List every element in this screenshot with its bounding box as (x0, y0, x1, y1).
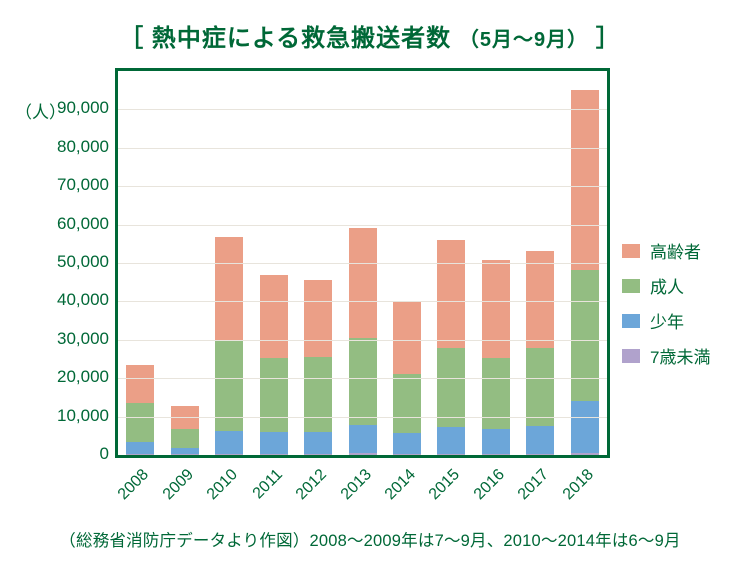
x-tick-label: 2016 (468, 466, 509, 507)
bar-segment-adult (171, 429, 199, 448)
x-tick-label: 2008 (112, 466, 153, 507)
bar-segment-under7 (393, 454, 421, 455)
legend-swatch (622, 314, 640, 328)
bar-segment-under7 (171, 454, 199, 455)
chart-title: ［ 熱中症による救急搬送者数 （5月～9月） ］ (0, 18, 740, 53)
x-tick-label: 2015 (423, 466, 464, 507)
bar-segment-elderly (571, 90, 599, 270)
legend-item: 7歳未満 (622, 343, 710, 368)
legend-swatch (622, 244, 640, 258)
bar-segment-youth (260, 432, 288, 454)
bar-segment-adult (526, 348, 554, 426)
page-root: ［ 熱中症による救急搬送者数 （5月～9月） ］ （人） 010,00020,0… (0, 0, 740, 565)
y-tick-label: 90,000 (49, 98, 109, 118)
y-tick-label: 10,000 (49, 406, 109, 426)
bar-segment-youth (482, 429, 510, 454)
title-main: ［ 熱中症による救急搬送者数 (119, 25, 451, 52)
plot-area (115, 68, 610, 458)
grid-line (118, 417, 607, 418)
x-tick-label: 2017 (512, 466, 553, 507)
bar-segment-elderly (304, 280, 332, 357)
bar-segment-elderly (526, 251, 554, 348)
bar-segment-adult (126, 403, 154, 442)
x-tick-label: 2012 (290, 466, 331, 507)
bar-segment-youth (171, 448, 199, 455)
bar-segment-adult (304, 357, 332, 432)
grid-line (118, 263, 607, 264)
x-tick-label: 2014 (379, 466, 420, 507)
legend-label: 少年 (650, 308, 684, 333)
footnote: （総務省消防庁データより作図）2008～2009年は7～9月、2010～2014… (0, 527, 740, 551)
bar-segment-elderly (260, 275, 288, 358)
bar-segment-elderly (482, 260, 510, 358)
y-tick-label: 0 (49, 444, 109, 464)
bar-segment-adult (482, 358, 510, 429)
bar-segment-elderly (126, 365, 154, 403)
x-tick-label: 2011 (245, 466, 286, 507)
bar-segment-under7 (571, 453, 599, 455)
bar-segment-elderly (215, 237, 243, 340)
y-tick-label: 70,000 (49, 175, 109, 195)
grid-line (118, 109, 607, 110)
bar-segment-adult (260, 358, 288, 431)
legend: 高齢者成人少年 7歳未満 (622, 238, 710, 378)
y-tick-label: 30,000 (49, 329, 109, 349)
legend-item: 少年 (622, 308, 710, 333)
y-tick-label: 50,000 (49, 252, 109, 272)
bar-segment-elderly (349, 228, 377, 337)
y-tick-label: 40,000 (49, 290, 109, 310)
bar-segment-youth (304, 432, 332, 454)
bar-segment-youth (393, 433, 421, 454)
bar-segment-under7 (304, 454, 332, 455)
legend-item: 高齢者 (622, 238, 710, 263)
bar-segment-youth (437, 427, 465, 454)
legend-label: 高齢者 (650, 238, 701, 263)
legend-label: 7歳未満 (650, 343, 710, 368)
bar-segment-youth (126, 442, 154, 454)
bar-segment-adult (393, 374, 421, 434)
legend-item: 成人 (622, 273, 710, 298)
bar-segment-elderly (393, 301, 421, 373)
bar-segment-adult (349, 338, 377, 425)
y-tick-label: 80,000 (49, 137, 109, 157)
bar-segment-under7 (260, 454, 288, 455)
legend-label: 成人 (650, 273, 684, 298)
bar-segment-elderly (437, 240, 465, 348)
x-tick-label: 2010 (201, 466, 242, 507)
bar-segment-adult (437, 348, 465, 426)
grid-line (118, 186, 607, 187)
bar-segment-under7 (482, 454, 510, 455)
grid-line (118, 301, 607, 302)
bar-segment-adult (571, 270, 599, 401)
title-end: ］ (596, 25, 621, 52)
bar-segment-under7 (349, 453, 377, 455)
bar-segment-under7 (526, 454, 554, 455)
bar-segment-under7 (437, 454, 465, 455)
bar-segment-youth (526, 426, 554, 454)
bar-segment-under7 (215, 454, 243, 455)
y-tick-label: 20,000 (49, 367, 109, 387)
title-sub: （5月～9月） (459, 29, 588, 51)
legend-swatch (622, 349, 640, 363)
bar-segment-youth (215, 431, 243, 454)
bar-segment-youth (349, 425, 377, 454)
grid-line (118, 225, 607, 226)
grid-line (118, 378, 607, 379)
bar-segment-under7 (126, 454, 154, 455)
bar-segment-youth (571, 401, 599, 453)
legend-swatch (622, 279, 640, 293)
x-tick-label: 2018 (556, 466, 597, 507)
grid-line (118, 148, 607, 149)
grid-line (118, 340, 607, 341)
x-tick-label: 2009 (156, 466, 197, 507)
x-tick-label: 2013 (334, 466, 375, 507)
y-tick-label: 60,000 (49, 214, 109, 234)
